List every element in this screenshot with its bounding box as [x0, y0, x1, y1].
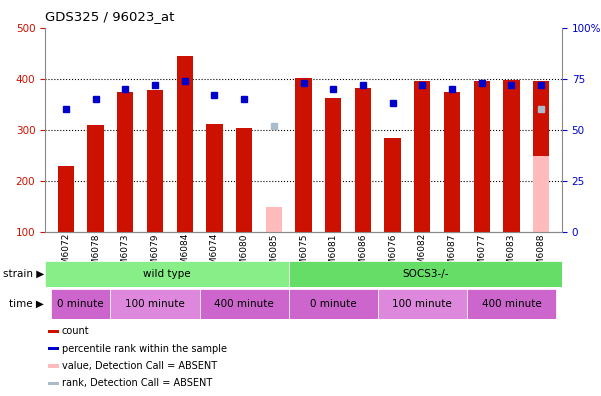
Text: value, Detection Call = ABSENT: value, Detection Call = ABSENT — [62, 361, 217, 371]
Text: 400 minute: 400 minute — [481, 299, 542, 309]
Bar — [206, 124, 222, 232]
Bar — [378, 289, 467, 319]
Bar — [467, 289, 556, 319]
Text: 100 minute: 100 minute — [125, 299, 185, 309]
Text: SOCS3-/-: SOCS3-/- — [402, 269, 448, 279]
Text: 0 minute: 0 minute — [58, 299, 104, 309]
Bar — [236, 128, 252, 232]
Bar — [503, 80, 520, 232]
Text: wild type: wild type — [143, 269, 191, 279]
Bar — [51, 289, 111, 319]
Bar — [355, 88, 371, 232]
Bar — [45, 261, 288, 287]
Bar — [444, 93, 460, 232]
Bar — [87, 125, 104, 232]
Bar — [58, 166, 74, 232]
Bar — [111, 289, 200, 319]
Bar — [177, 56, 193, 232]
Text: time ▶: time ▶ — [9, 299, 44, 309]
Bar — [385, 138, 401, 232]
Bar — [474, 81, 490, 232]
Bar — [266, 207, 282, 232]
Text: strain ▶: strain ▶ — [3, 269, 44, 279]
Text: 100 minute: 100 minute — [392, 299, 452, 309]
Bar — [288, 289, 378, 319]
Bar — [47, 347, 59, 350]
Bar — [414, 81, 430, 232]
Bar — [47, 382, 59, 385]
Text: GDS325 / 96023_at: GDS325 / 96023_at — [45, 10, 174, 23]
Bar — [533, 81, 549, 232]
Bar — [533, 156, 549, 232]
Bar — [47, 364, 59, 367]
Bar — [288, 261, 562, 287]
Text: 0 minute: 0 minute — [310, 299, 356, 309]
Bar — [295, 78, 312, 232]
Bar — [117, 93, 133, 232]
Text: count: count — [62, 326, 89, 337]
Bar — [325, 97, 341, 232]
Text: rank, Detection Call = ABSENT: rank, Detection Call = ABSENT — [62, 378, 212, 388]
Bar — [147, 90, 163, 232]
Text: percentile rank within the sample: percentile rank within the sample — [62, 344, 227, 354]
Text: 400 minute: 400 minute — [214, 299, 274, 309]
Bar — [47, 330, 59, 333]
Bar — [200, 289, 288, 319]
